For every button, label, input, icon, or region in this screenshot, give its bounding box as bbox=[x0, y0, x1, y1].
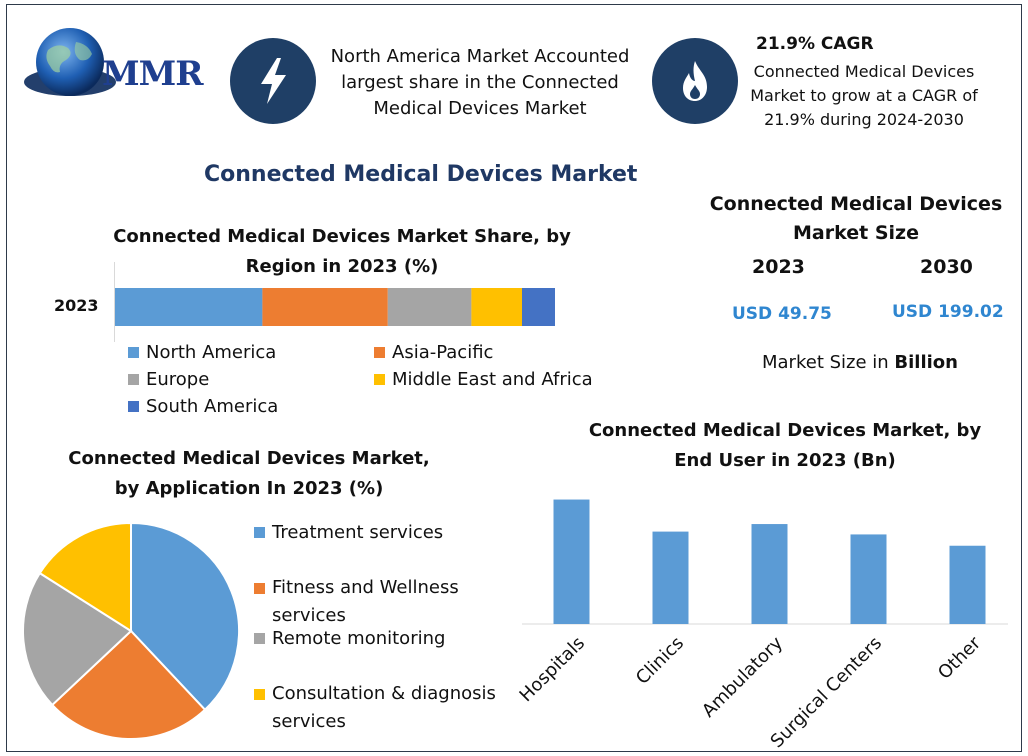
cagr-title: 21.9% CAGR bbox=[756, 34, 874, 54]
x-tick-label: Clinics bbox=[632, 633, 688, 689]
pie-slice-treatment-services bbox=[130, 521, 240, 712]
market-size-value-2023: USD 49.75 bbox=[732, 304, 832, 324]
infographic-frame bbox=[6, 4, 1022, 752]
bar-segment-asia-pacific bbox=[262, 288, 388, 326]
bar-segment-north-america bbox=[115, 288, 263, 326]
mmr-logo: MMR bbox=[18, 20, 208, 110]
logo-text: MMR bbox=[102, 54, 204, 94]
x-tick-label: Other bbox=[934, 632, 985, 683]
legend-swatch bbox=[374, 347, 385, 358]
cagr-text: Connected Medical Devices Market to grow… bbox=[750, 62, 978, 129]
legend-label: Asia-Pacific bbox=[392, 342, 494, 363]
market-size-unit: Market Size in Billion bbox=[762, 352, 958, 373]
x-tick-label: Ambulatory bbox=[698, 632, 787, 721]
flame-icon bbox=[652, 38, 738, 124]
main-title: Connected Medical Devices Market bbox=[204, 162, 638, 187]
legend-item-middle-east-africa: Middle East and Africa bbox=[374, 369, 593, 390]
legend-item-asia-pacific: Asia-Pacific bbox=[374, 342, 493, 363]
region-axis-line bbox=[114, 262, 115, 342]
market-size-year-2030: 2030 bbox=[920, 256, 973, 278]
legend-label: Consultation & diagnosis services bbox=[272, 683, 496, 732]
region-chart-title: Connected Medical Devices Market Share, … bbox=[113, 226, 571, 277]
globe-icon bbox=[24, 28, 116, 96]
legend-item-treatment-services: Treatment services bbox=[254, 522, 443, 543]
legend-item-europe: Europe bbox=[128, 369, 209, 390]
legend-label: South America bbox=[146, 396, 279, 417]
legend-swatch bbox=[254, 689, 265, 700]
market-size-unit-bold: Billion bbox=[894, 352, 958, 373]
market-size-unit-prefix: Market Size in bbox=[762, 352, 895, 373]
legend-swatch bbox=[128, 374, 139, 385]
legend-swatch bbox=[254, 633, 265, 644]
end-user-chart-title: Connected Medical Devices Market, by End… bbox=[588, 420, 982, 471]
bar-hospitals bbox=[553, 499, 590, 624]
bar-segment-europe bbox=[387, 288, 472, 326]
legend-swatch bbox=[254, 527, 265, 538]
market-size-title: Connected Medical Devices Market Size bbox=[709, 193, 1003, 244]
legend-item-consultation-diagnosis: Consultation & diagnosis services bbox=[254, 680, 504, 736]
legend-label: North America bbox=[146, 342, 277, 363]
legend-item-south-america: South America bbox=[128, 396, 278, 417]
market-size-value-2030: USD 199.02 bbox=[892, 302, 1004, 322]
pie-slice-fitness-and-wellness-services bbox=[50, 629, 207, 740]
legend-swatch bbox=[128, 401, 139, 412]
legend-item-fitness-wellness: Fitness and Wellness services bbox=[254, 574, 474, 630]
legend-label: Fitness and Wellness services bbox=[272, 577, 459, 626]
legend-item-remote-monitoring: Remote monitoring bbox=[254, 628, 445, 649]
legend-swatch bbox=[254, 583, 265, 594]
legend-swatch bbox=[374, 374, 385, 385]
bar-ambulatory bbox=[751, 524, 788, 624]
legend-label: Middle East and Africa bbox=[392, 369, 593, 390]
x-tick-label: Hospitals bbox=[516, 633, 589, 706]
lightning-bolt-icon bbox=[230, 38, 316, 124]
legend-label: Treatment services bbox=[272, 522, 444, 543]
legend-label: Remote monitoring bbox=[272, 628, 446, 649]
market-size-year-2023: 2023 bbox=[752, 256, 805, 278]
x-tick-label: Surgical Centers bbox=[767, 633, 886, 752]
region-stacked-bar bbox=[115, 288, 555, 326]
bar-surgical-centers bbox=[850, 534, 887, 624]
legend-label: Europe bbox=[146, 369, 210, 390]
bar-segment-middle-east-and-africa bbox=[471, 288, 522, 326]
bar-segment-south-america bbox=[522, 288, 555, 326]
bar-clinics bbox=[652, 531, 689, 624]
application-chart-title: Connected Medical Devices Market, by App… bbox=[68, 448, 430, 499]
pie-slice-consultation-diagnosis-services bbox=[38, 521, 132, 633]
region-category-label: 2023 bbox=[54, 296, 99, 315]
pie-slice-remote-monitoring bbox=[22, 571, 133, 707]
application-pie-chart bbox=[22, 521, 240, 740]
legend-swatch bbox=[128, 347, 139, 358]
legend-item-north-america: North America bbox=[128, 342, 276, 363]
header-left-text: North America Market Accounted largest s… bbox=[330, 46, 630, 119]
bar-other bbox=[949, 545, 986, 624]
